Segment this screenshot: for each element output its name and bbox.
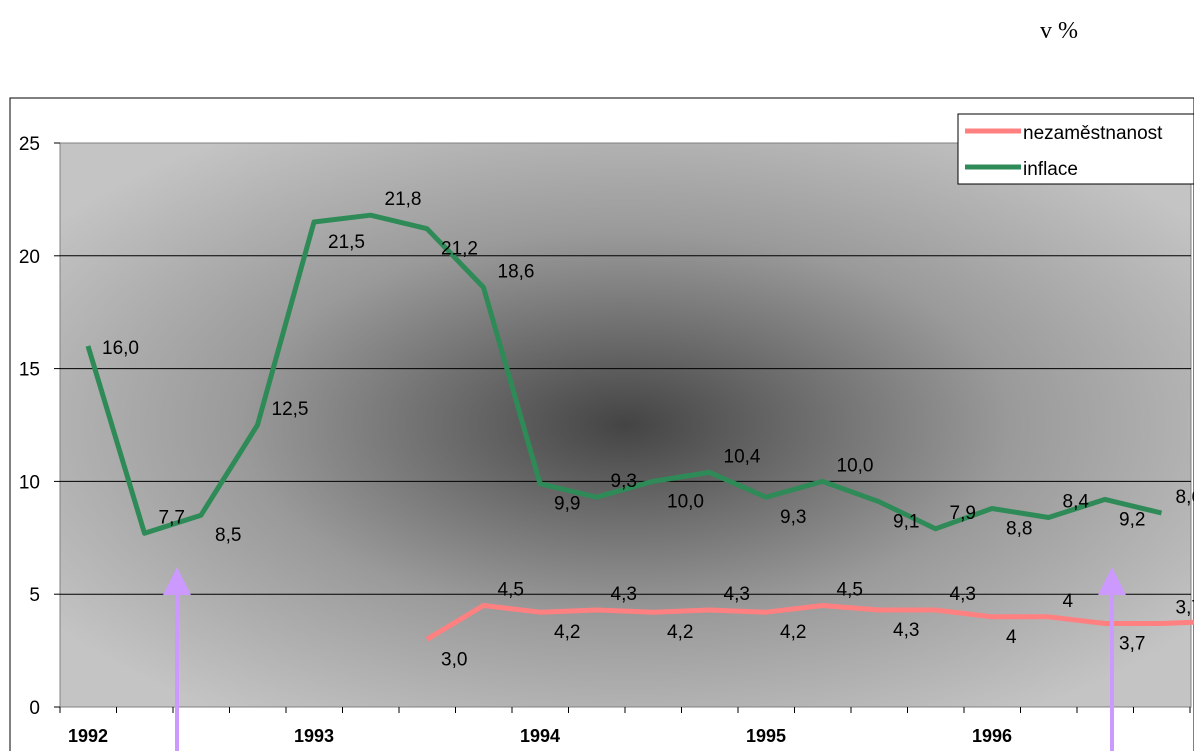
data-label: 21,8 xyxy=(385,189,422,210)
data-label: 7,9 xyxy=(950,503,976,524)
data-label: 21,2 xyxy=(441,239,478,260)
data-label: 4,3 xyxy=(893,620,919,641)
data-label: 3,7 xyxy=(1176,598,1194,619)
data-label: 4,2 xyxy=(667,622,693,643)
data-label: 8,6 xyxy=(1176,487,1194,508)
series-line-1 xyxy=(85,212,1163,536)
unit-label: v % xyxy=(1040,18,1078,44)
x-year-label: 1993 xyxy=(294,726,334,746)
legend-box xyxy=(957,113,1194,185)
plot-area xyxy=(59,142,1192,708)
legend-label-inflace: inflace xyxy=(1023,159,1078,180)
data-label: 4,2 xyxy=(554,622,580,643)
data-label: 4,2 xyxy=(780,622,806,643)
arrow-head-1 xyxy=(1098,567,1126,595)
data-label: 8,8 xyxy=(1006,518,1032,539)
data-label: 21,5 xyxy=(328,232,365,253)
data-label: 10,0 xyxy=(837,455,874,476)
arrows xyxy=(163,567,1126,751)
data-label: 4,3 xyxy=(724,584,750,605)
data-label: 9,1 xyxy=(893,512,919,533)
data-label: 8,5 xyxy=(215,525,241,546)
data-label: 4 xyxy=(1006,627,1017,648)
series-lines xyxy=(85,212,1194,642)
arrow-head-0 xyxy=(163,567,191,595)
data-label: 18,6 xyxy=(498,261,535,282)
y-tick-label: 15 xyxy=(19,360,40,381)
data-label: 3,0 xyxy=(441,649,467,670)
data-labels: 3,04,54,24,34,24,34,24,54,34,3443,73,73,… xyxy=(102,189,1194,670)
y-tick-label: 5 xyxy=(29,585,40,606)
data-label: 4 xyxy=(1063,591,1074,612)
data-label: 4,3 xyxy=(950,584,976,605)
data-label: 9,2 xyxy=(1119,509,1145,530)
x-year-label: 1994 xyxy=(520,726,560,746)
data-label: 3,7 xyxy=(1119,634,1145,655)
data-label: 9,3 xyxy=(611,471,637,492)
legend-label-nezamestnanost: nezaměstnanost xyxy=(1023,123,1163,144)
data-label: 9,9 xyxy=(554,494,580,515)
data-label: 9,3 xyxy=(780,507,806,528)
x-year-label: 1995 xyxy=(746,726,786,746)
y-axis: 0 5 10 15 20 25 xyxy=(19,134,60,719)
data-label: 7,7 xyxy=(159,507,185,528)
y-tick-label: 10 xyxy=(19,472,40,493)
y-tick-label: 0 xyxy=(29,698,40,719)
x-axis: 1992 1993 1994 1995 1996 xyxy=(59,707,1191,746)
data-label: 10,0 xyxy=(667,491,704,512)
legend: nezaměstnanost inflace xyxy=(957,113,1194,185)
data-label: 8,4 xyxy=(1063,491,1090,512)
y-tick-label: 25 xyxy=(19,134,40,155)
data-label: 4,5 xyxy=(837,579,863,600)
x-year-label: 1992 xyxy=(68,726,108,746)
y-tick-label: 20 xyxy=(19,247,40,268)
grid-lines xyxy=(60,255,1191,595)
data-label: 12,5 xyxy=(272,399,309,420)
data-label: 10,4 xyxy=(724,446,761,467)
data-label: 16,0 xyxy=(102,338,139,359)
data-label: 4,3 xyxy=(611,584,637,605)
data-label: 4,5 xyxy=(498,579,524,600)
x-year-label: 1996 xyxy=(972,726,1012,746)
